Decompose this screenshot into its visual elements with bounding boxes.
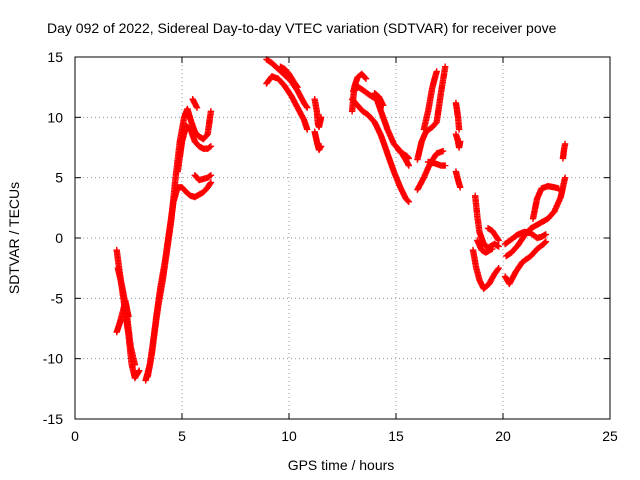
series-arc-23 (452, 99, 463, 133)
grid-lines (75, 57, 610, 419)
series-arc-27 (472, 192, 502, 251)
series-arc-24 (452, 131, 464, 151)
series-arc-33 (529, 182, 562, 222)
data-point-marks (113, 297, 132, 336)
y-tick-label: 0 (55, 230, 63, 246)
data-marks (113, 56, 569, 384)
series-arc-28 (474, 237, 496, 256)
data-point-marks (452, 131, 464, 151)
data-point-marks (474, 237, 496, 256)
data-point-marks (472, 192, 502, 251)
data-point-marks (501, 228, 549, 248)
series-arc-15 (348, 96, 412, 205)
series-arc-18 (394, 146, 412, 162)
y-tick-label: -10 (43, 351, 63, 367)
data-point-marks (424, 158, 449, 169)
series-arc-13 (311, 128, 325, 154)
chart-title: Day 092 of 2022, Sidereal Day-to-day VTE… (47, 20, 557, 36)
y-tick-labels: -15 -10 -5 0 5 10 15 (43, 49, 63, 427)
series-arc-7 (191, 172, 215, 184)
data-point-marks (191, 172, 215, 184)
x-tick-label: 10 (281, 428, 297, 444)
series-arc-25 (452, 168, 464, 191)
series-arc-26 (469, 246, 502, 292)
data-point-marks (394, 146, 412, 162)
data-point-marks (277, 63, 301, 91)
series-arc-17 (371, 90, 387, 109)
series-arc-6 (174, 122, 215, 175)
series-arc-34 (559, 140, 569, 162)
series-arc-29 (484, 225, 502, 244)
y-tick-label: 5 (55, 170, 63, 186)
series-arc-3 (113, 297, 132, 336)
series-arc-11 (277, 63, 301, 91)
y-axis-label: SDTVAR / TECUs (6, 182, 22, 294)
data-point-marks (559, 140, 569, 162)
x-tick-label: 0 (71, 428, 79, 444)
data-point-marks (420, 68, 440, 133)
series-arc-12 (311, 96, 325, 131)
data-point-marks (469, 246, 502, 292)
data-point-marks (529, 182, 562, 222)
y-tick-label: -15 (43, 411, 63, 427)
series-arc-22 (424, 158, 449, 169)
data-point-marks (311, 128, 325, 154)
data-point-marks (174, 122, 215, 175)
series-arc-21 (420, 68, 440, 133)
data-point-marks (263, 56, 311, 111)
data-point-marks (144, 179, 215, 380)
y-tick-label: -5 (51, 290, 64, 306)
y-tick-label: 10 (47, 109, 63, 125)
data-point-marks (371, 90, 387, 109)
x-tick-label: 25 (602, 428, 618, 444)
x-tick-label: 20 (495, 428, 511, 444)
x-tick-label: 5 (178, 428, 186, 444)
y-tick-label: 15 (47, 49, 63, 65)
series-arc-32 (501, 228, 549, 248)
series-arc-8 (189, 96, 201, 111)
data-point-marks (189, 96, 201, 111)
series-arc-20 (414, 63, 449, 163)
data-point-marks (484, 225, 502, 244)
series-arc-9 (263, 56, 311, 111)
axis-ticks (74, 56, 611, 420)
x-tick-labels: 0 5 10 15 20 25 (71, 428, 618, 444)
data-point-marks (414, 63, 449, 163)
series-arc-10 (263, 73, 311, 133)
x-axis-label: GPS time / hours (288, 457, 395, 473)
series-arc-5 (144, 179, 215, 380)
data-point-marks (501, 238, 549, 288)
data-point-marks (348, 96, 412, 205)
data-point-marks (263, 73, 311, 133)
series-arc-30 (501, 238, 549, 288)
data-point-marks (452, 168, 464, 191)
data-point-marks (452, 99, 463, 133)
x-tick-label: 15 (388, 428, 404, 444)
data-point-marks (311, 96, 325, 131)
